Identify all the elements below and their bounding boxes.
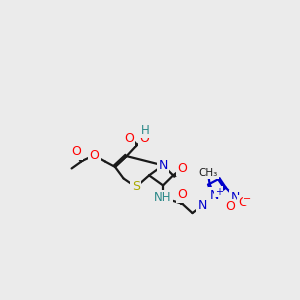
Text: O: O xyxy=(178,188,188,201)
Text: O: O xyxy=(238,196,248,209)
Text: H: H xyxy=(141,124,150,137)
Text: S: S xyxy=(132,180,140,194)
Text: −: − xyxy=(244,194,252,204)
Text: O: O xyxy=(71,145,81,158)
Text: O: O xyxy=(178,162,188,175)
Text: NH: NH xyxy=(154,191,172,204)
Text: +: + xyxy=(215,187,223,196)
Text: N: N xyxy=(230,191,240,204)
Text: N: N xyxy=(198,199,207,212)
Text: N: N xyxy=(209,189,219,202)
Text: O: O xyxy=(140,132,149,145)
Text: O: O xyxy=(225,200,235,213)
Text: O: O xyxy=(124,132,134,145)
Text: N: N xyxy=(158,159,168,172)
Text: O: O xyxy=(89,149,99,162)
Text: CH₃: CH₃ xyxy=(198,168,218,178)
